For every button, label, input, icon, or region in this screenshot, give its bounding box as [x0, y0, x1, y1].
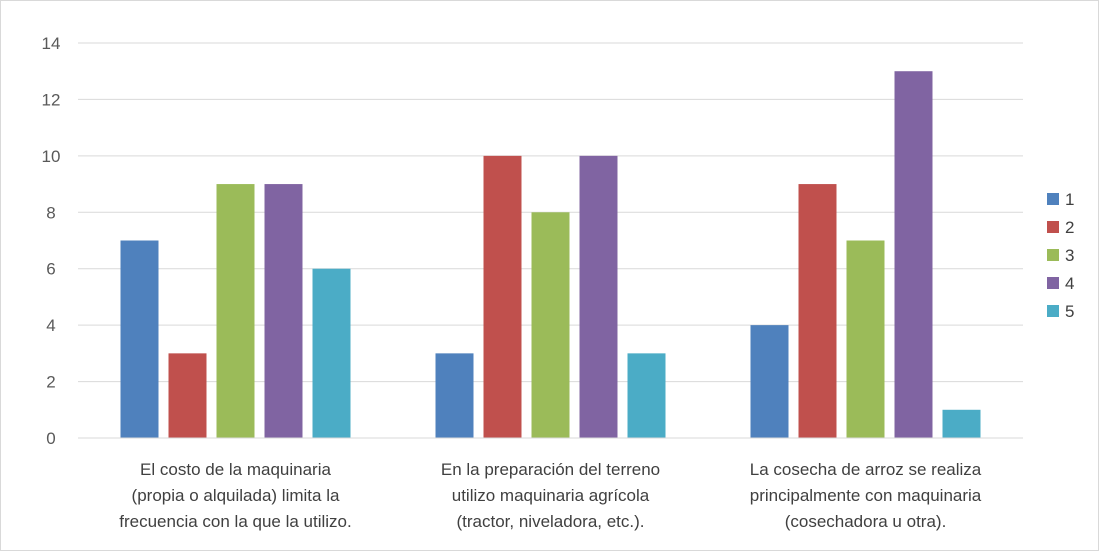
x-axis-categories: El costo de la maquinaria (propia o alqui… [119, 460, 982, 531]
legend-swatch-5 [1047, 305, 1059, 317]
bar-series-2-category-3 [798, 184, 837, 438]
bar-series-3-category-1 [216, 184, 255, 438]
bar-series-4-category-3 [894, 71, 933, 438]
bar-series-5-category-3 [942, 409, 981, 438]
y-tick-label: 10 [42, 147, 61, 166]
x-category-label: (propia o alquilada) limita la [132, 486, 340, 505]
bar-series-1-category-2 [435, 353, 474, 438]
x-category-label: En la preparación del terreno [441, 460, 660, 479]
bar-series-2-category-1 [168, 353, 207, 438]
y-tick-label: 12 [42, 90, 61, 109]
x-category-label: (cosechadora u otra). [785, 512, 947, 531]
bars [120, 71, 981, 438]
legend-swatch-3 [1047, 249, 1059, 261]
bar-series-2-category-2 [483, 155, 522, 438]
x-category-label: El costo de la maquinaria [140, 460, 331, 479]
bar-series-5-category-2 [627, 353, 666, 438]
y-tick-label: 0 [46, 429, 55, 448]
legend-swatch-2 [1047, 221, 1059, 233]
legend-label-4: 4 [1065, 274, 1074, 293]
y-tick-label: 6 [46, 260, 55, 279]
bar-series-4-category-1 [264, 184, 303, 438]
y-tick-label: 8 [46, 203, 55, 222]
x-category-label: La cosecha de arroz se realiza [750, 460, 982, 479]
x-category-label: frecuencia con la que la utilizo. [119, 512, 351, 531]
legend: 1 2 3 4 5 [1047, 190, 1074, 321]
y-tick-label: 14 [42, 34, 61, 53]
bar-series-1-category-1 [120, 240, 159, 438]
legend-swatch-1 [1047, 193, 1059, 205]
x-category-label: (tractor, niveladora, etc.). [456, 512, 644, 531]
y-axis-ticks: 0 2 4 6 8 10 12 14 [42, 34, 61, 448]
legend-swatch-4 [1047, 277, 1059, 289]
bar-series-5-category-1 [312, 268, 351, 438]
y-tick-label: 4 [46, 316, 55, 335]
x-category-label: principalmente con maquinaria [750, 486, 982, 505]
y-tick-label: 2 [46, 373, 55, 392]
bar-series-3-category-3 [846, 240, 885, 438]
legend-label-3: 3 [1065, 246, 1074, 265]
bar-series-4-category-2 [579, 155, 618, 438]
legend-label-5: 5 [1065, 302, 1074, 321]
legend-label-2: 2 [1065, 218, 1074, 237]
bar-series-3-category-2 [531, 212, 570, 438]
x-category-label: utilizo maquinaria agrícola [452, 486, 650, 505]
legend-label-1: 1 [1065, 190, 1074, 209]
bar-series-1-category-3 [750, 325, 789, 438]
